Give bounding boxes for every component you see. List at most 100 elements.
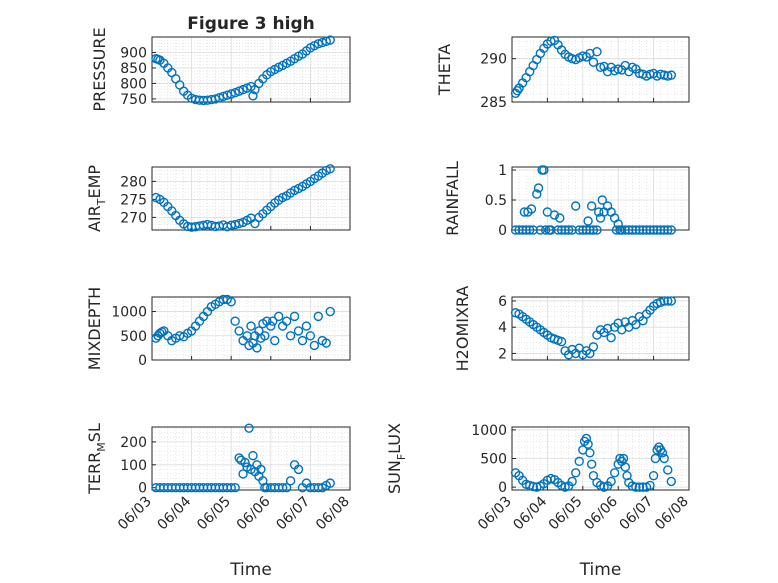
data-point bbox=[627, 225, 638, 235]
panel-rainfall: 0 0.5 1 RAINFALL bbox=[443, 161, 690, 239]
data-point bbox=[588, 225, 599, 235]
data-point bbox=[563, 225, 574, 235]
panel-mixdepth: 0 500 1000 MIXDEPTH bbox=[85, 287, 351, 370]
y-tick-label: 0.5 bbox=[485, 193, 507, 209]
data-point bbox=[309, 340, 320, 351]
data-point bbox=[648, 225, 659, 235]
y-tick-label: 275 bbox=[120, 192, 147, 208]
data-point bbox=[510, 225, 521, 235]
x-tick-label: 06/07 bbox=[617, 494, 657, 534]
y-tick-label: 0 bbox=[498, 480, 507, 496]
data-point bbox=[666, 476, 676, 487]
data-point bbox=[659, 453, 669, 464]
x-axis-label: Time bbox=[579, 560, 622, 580]
data-point bbox=[602, 323, 613, 334]
data-point bbox=[321, 338, 331, 348]
data-point bbox=[574, 225, 584, 235]
data-point bbox=[297, 335, 308, 346]
data-point bbox=[620, 462, 630, 472]
x-tick-label: 06/08 bbox=[313, 494, 353, 534]
y-tick-label: 750 bbox=[120, 92, 147, 108]
data-point bbox=[539, 165, 549, 175]
data-point bbox=[226, 483, 236, 493]
data-point bbox=[634, 225, 645, 235]
data-point bbox=[528, 481, 538, 492]
data-point bbox=[293, 326, 304, 336]
data-point bbox=[268, 316, 278, 326]
y-tick-label: 2 bbox=[498, 346, 507, 362]
data-point bbox=[270, 335, 280, 346]
data-point bbox=[641, 225, 652, 235]
data-point bbox=[260, 331, 270, 341]
data-point bbox=[246, 321, 256, 331]
data-point bbox=[659, 296, 669, 306]
data-point bbox=[556, 225, 567, 235]
data-point bbox=[631, 319, 641, 330]
y-axis-label: THETA bbox=[435, 44, 454, 96]
data-point bbox=[634, 482, 645, 492]
y-tick-label: 0 bbox=[138, 481, 147, 497]
x-tick-label: 06/03 bbox=[475, 494, 515, 534]
data-point bbox=[325, 164, 335, 174]
data-point bbox=[588, 342, 599, 352]
x-axis-label: Time bbox=[229, 560, 272, 580]
y-axis-label: MIXDEPTH bbox=[85, 287, 104, 370]
data-point bbox=[631, 225, 641, 235]
data-point bbox=[285, 331, 296, 341]
y-tick-label: 270 bbox=[120, 210, 147, 226]
data-point bbox=[597, 195, 607, 205]
data-point bbox=[648, 470, 659, 481]
data-point bbox=[581, 225, 592, 235]
data-point bbox=[624, 225, 634, 235]
x-tick-label: 06/08 bbox=[652, 494, 692, 534]
y-tick-label: 1000 bbox=[471, 423, 507, 439]
data-point bbox=[588, 57, 599, 67]
x-tick-label: 06/03 bbox=[115, 494, 155, 534]
data-point bbox=[592, 225, 602, 235]
data-point bbox=[663, 296, 673, 306]
data-point bbox=[533, 183, 544, 193]
data-point bbox=[638, 225, 648, 235]
data-point bbox=[663, 465, 673, 475]
data-point bbox=[244, 423, 254, 433]
data-point bbox=[234, 326, 244, 336]
data-point bbox=[325, 35, 335, 45]
data-point bbox=[606, 332, 616, 343]
data-point bbox=[526, 204, 537, 214]
data-point bbox=[313, 311, 324, 322]
data-point bbox=[252, 343, 262, 353]
data-point bbox=[618, 453, 629, 464]
data-point bbox=[238, 469, 248, 479]
data-point bbox=[567, 53, 577, 64]
data-point bbox=[305, 331, 316, 341]
data-point bbox=[652, 225, 662, 235]
y-tick-label: 500 bbox=[120, 329, 147, 345]
data-point bbox=[659, 225, 669, 235]
data-point bbox=[535, 225, 546, 235]
data-point bbox=[666, 296, 676, 306]
panel-air-temp: 270 275 280 AIRTEMP bbox=[85, 164, 351, 232]
data-point bbox=[240, 457, 250, 468]
data-point bbox=[583, 216, 593, 226]
y-tick-label: 290 bbox=[480, 52, 507, 68]
panel-theta: 285 290 THETA bbox=[435, 35, 690, 111]
data-point bbox=[274, 311, 284, 322]
data-point bbox=[540, 225, 551, 235]
data-point bbox=[585, 225, 595, 235]
data-point bbox=[281, 483, 292, 493]
data-point bbox=[321, 36, 331, 47]
data-point bbox=[606, 476, 616, 487]
data-point bbox=[325, 306, 335, 317]
data-point bbox=[585, 448, 595, 458]
data-point bbox=[528, 225, 538, 235]
y-tick-label: 0 bbox=[138, 353, 147, 369]
y-tick-label: 850 bbox=[120, 61, 147, 77]
data-point bbox=[226, 297, 236, 307]
y-axis-label: RAINFALL bbox=[443, 161, 462, 236]
data-point bbox=[560, 225, 570, 235]
data-point bbox=[266, 321, 276, 331]
data-point bbox=[666, 225, 676, 235]
data-point bbox=[517, 225, 528, 235]
data-point bbox=[617, 225, 627, 235]
